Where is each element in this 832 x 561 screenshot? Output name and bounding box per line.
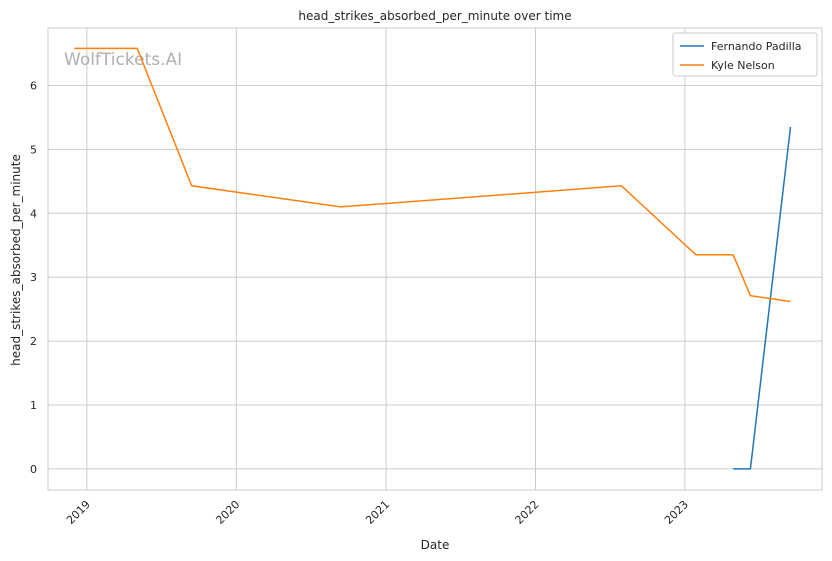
legend: Fernando Padilla Kyle Nelson (672, 32, 818, 77)
legend-label: Fernando Padilla (711, 40, 802, 53)
legend-label: Kyle Nelson (711, 59, 775, 72)
grid (48, 28, 822, 490)
watermark: WolfTickets.AI (64, 50, 182, 70)
y-axis-label: head_strikes_absorbed_per_minute (9, 154, 23, 366)
x-tick-label: 2019 (64, 498, 93, 527)
y-tick-label: 0 (30, 463, 37, 476)
series-line-0 (733, 126, 792, 470)
x-tick-label: 2023 (662, 498, 691, 527)
y-tick-label: 4 (30, 207, 37, 220)
series-line-1 (74, 47, 791, 303)
axis-ticks: 0 1 2 3 4 5 6 2019 2020 2021 2022 2023 (30, 80, 691, 527)
y-tick-label: 5 (30, 143, 37, 156)
x-tick-label: 2021 (363, 498, 392, 527)
y-tick-label: 6 (30, 80, 37, 93)
x-tick-label: 2022 (513, 498, 542, 527)
legend-box (672, 32, 818, 77)
x-tick-label: 2020 (213, 498, 242, 527)
y-tick-label: 2 (30, 335, 37, 348)
y-tick-label: 3 (30, 271, 37, 284)
y-tick-label: 1 (30, 399, 37, 412)
chart-title: head_strikes_absorbed_per_minute over ti… (298, 9, 571, 23)
x-axis-label: Date (421, 538, 450, 552)
series-lines (74, 47, 792, 470)
plot-area-frame (47, 27, 823, 491)
